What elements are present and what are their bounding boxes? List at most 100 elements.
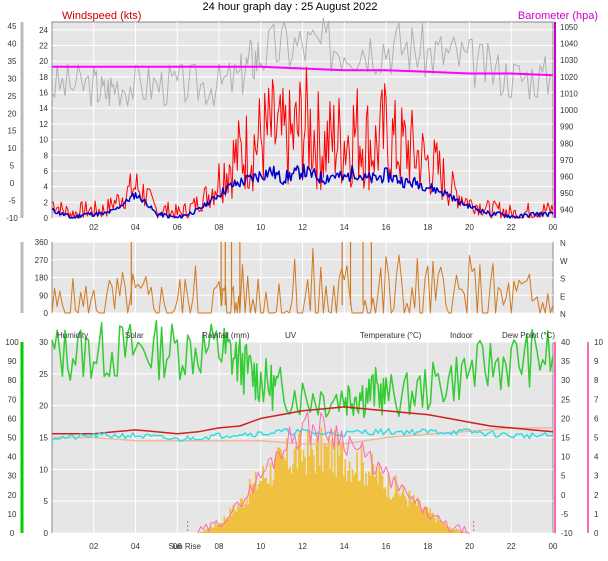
windspeed-tick: 16 <box>39 89 48 98</box>
solar-bar <box>217 525 220 533</box>
outer-left-tick: 20 <box>8 109 17 118</box>
solar-bar <box>251 484 254 533</box>
barometer-line <box>52 65 554 77</box>
temperature-tick: 15 <box>561 434 570 443</box>
solar-bar <box>450 527 452 533</box>
solar-bar <box>315 439 318 533</box>
solar-bar <box>268 483 270 533</box>
windspeed-tick: 10 <box>39 136 48 145</box>
solar-bar <box>308 456 311 533</box>
solar-bar <box>275 453 278 533</box>
solar-bar <box>405 499 408 533</box>
solar-bar <box>199 532 202 533</box>
solar-bar <box>301 461 303 533</box>
solar-bar <box>438 520 440 533</box>
solar-bar <box>454 529 457 533</box>
solar-bar <box>290 473 293 533</box>
solar-bar <box>392 497 394 533</box>
solar-bar <box>298 433 300 533</box>
solar-bar <box>369 475 372 533</box>
legend-entry: Dew Point (°C) <box>502 331 555 340</box>
solar-bar <box>307 429 309 533</box>
uv-tick: 1 <box>594 510 599 519</box>
wind-gust-line <box>51 17 554 107</box>
solar-bar <box>459 531 461 533</box>
solar-bar <box>429 508 431 533</box>
solar-bar <box>383 489 385 533</box>
solar-bar <box>229 507 232 533</box>
rainfall-tick: 20 <box>39 402 48 411</box>
solar-bar <box>378 463 381 533</box>
solar-bar <box>377 483 379 533</box>
solar-bar <box>281 452 284 533</box>
solar-bar <box>381 475 384 533</box>
solar-bar <box>387 472 390 533</box>
temperature-tick: 0 <box>561 491 566 500</box>
direction-tick: 90 <box>39 291 48 300</box>
solar-bar <box>260 480 263 533</box>
windspeed-tick: 14 <box>39 104 48 113</box>
solar-bar <box>432 512 434 533</box>
solar-bar <box>271 486 273 533</box>
solar-bar <box>442 522 445 533</box>
barometer-tick: 990 <box>560 123 574 132</box>
solar-bar <box>463 531 466 533</box>
solar-bar <box>242 507 245 533</box>
barometer-tick: 1000 <box>560 106 578 115</box>
solar-bar <box>347 470 349 533</box>
windspeed-tick: 18 <box>39 73 48 82</box>
windspeed-tick: 4 <box>44 183 49 192</box>
solar-bar <box>329 469 332 533</box>
uv-line <box>197 411 470 534</box>
solar-bar <box>342 475 345 533</box>
solar-bar <box>372 464 375 533</box>
uv-tick: 7 <box>594 395 599 404</box>
solar-bar <box>295 446 297 533</box>
solar-bar <box>363 485 366 533</box>
solar-bar <box>465 531 467 533</box>
rainfall-tick: 15 <box>39 434 48 443</box>
solar-bar <box>365 472 367 533</box>
temperature-tick: -5 <box>561 510 569 519</box>
solar-bar <box>441 523 443 533</box>
solar-bar <box>360 445 363 533</box>
temp-humidity-panel: 02 04 06 08 10 12 14 16 18 20 22 003025201510501009… <box>5 319 603 551</box>
solar-bar <box>414 500 417 533</box>
solar-bar <box>289 467 291 533</box>
temp-axes: 02 04 06 08 10 12 14 16 18 20 22 003025201510501009… <box>5 338 603 551</box>
x-tick-label: 18 <box>423 223 432 232</box>
solar-bar <box>239 498 242 533</box>
x-tick-label: 04 <box>131 223 140 232</box>
solar-bar <box>351 469 354 533</box>
humidity-tick: 50 <box>8 434 17 443</box>
uv-tick: 2 <box>594 491 599 500</box>
solar-bar <box>402 485 405 533</box>
solar-bar <box>417 497 420 533</box>
solar-bar <box>233 509 236 533</box>
legend-entry: Temperature (°C) <box>360 331 422 340</box>
solar-bar <box>204 529 206 533</box>
direction-tick: 0 <box>44 309 49 318</box>
humidity-tick: 70 <box>8 395 17 404</box>
barometer-tick: 1050 <box>560 23 578 32</box>
solar-bar <box>284 460 287 533</box>
direction-series <box>51 242 554 314</box>
solar-bar <box>406 506 409 533</box>
x-tick-label: 12 <box>298 223 307 232</box>
windspeed-tick: 12 <box>39 120 48 129</box>
solar-bar <box>397 493 400 533</box>
outer-left-tick: 25 <box>8 92 17 101</box>
solar-bar <box>403 495 406 533</box>
solar-bar <box>462 531 464 533</box>
solar-bar <box>296 468 299 533</box>
solar-bar <box>353 475 355 533</box>
solar-bar <box>393 494 396 533</box>
solar-bar <box>445 525 448 533</box>
solar-bar <box>314 473 317 533</box>
windspeed-axis-label: Windspeed (kts) <box>62 10 141 22</box>
legend: Humidity Solar Rainfall (mm) UV Temperature … <box>57 331 555 340</box>
compass-tick: N <box>560 239 566 248</box>
solar-bar <box>214 522 217 533</box>
solar-bar <box>272 479 275 533</box>
